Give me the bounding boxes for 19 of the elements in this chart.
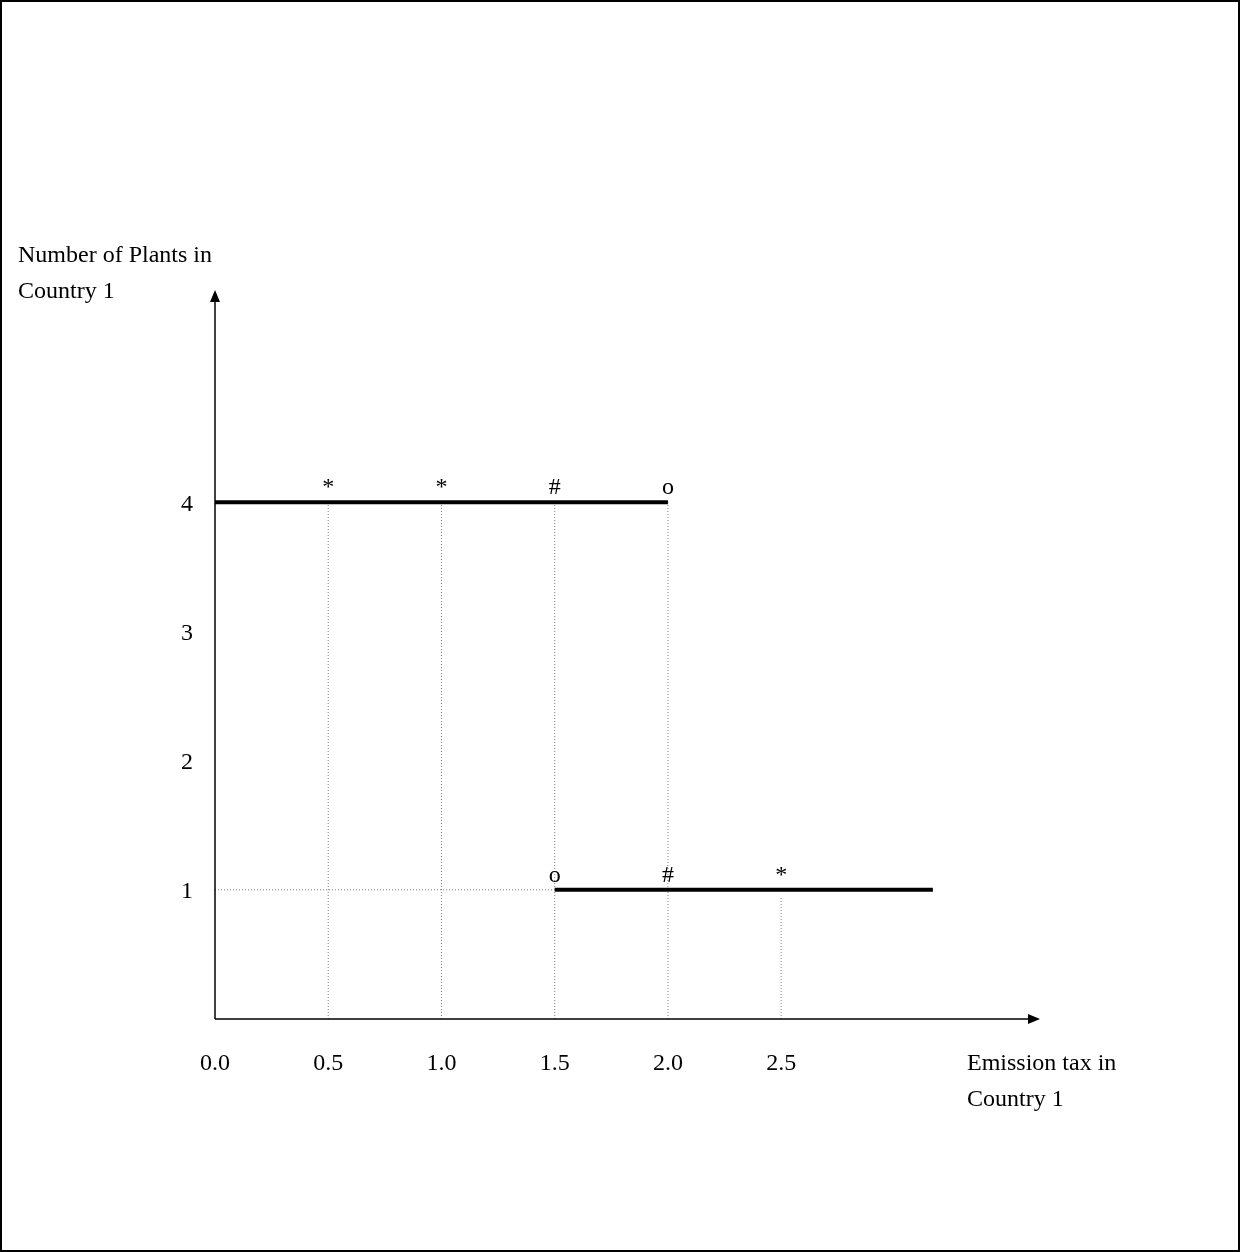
annotation: *	[775, 860, 788, 887]
x-axis-title: Emission tax in Country 1	[967, 1049, 1117, 1111]
x-tick-label: 2.5	[766, 1049, 797, 1075]
x-tick-label: 0.5	[313, 1049, 344, 1075]
x-tick-label: 1.5	[539, 1049, 570, 1075]
annotation: o	[661, 473, 674, 500]
y-tick-label: 2	[181, 748, 193, 775]
y-tick-label: 3	[181, 618, 193, 645]
y-tick-label: 4	[181, 489, 193, 516]
annotation: #	[548, 473, 561, 500]
annotation: #	[661, 860, 674, 887]
x-tick-label: 1.0	[426, 1049, 457, 1075]
annotation: o	[548, 860, 561, 887]
y-axis-title: Number of Plants in Country 1	[18, 241, 212, 303]
x-tick-label: 2.0	[652, 1049, 683, 1075]
y-tick-label: 1	[181, 877, 193, 904]
annotation: *	[322, 473, 335, 500]
x-tick-label: 0.0	[200, 1049, 230, 1075]
annotation: *	[435, 473, 448, 500]
